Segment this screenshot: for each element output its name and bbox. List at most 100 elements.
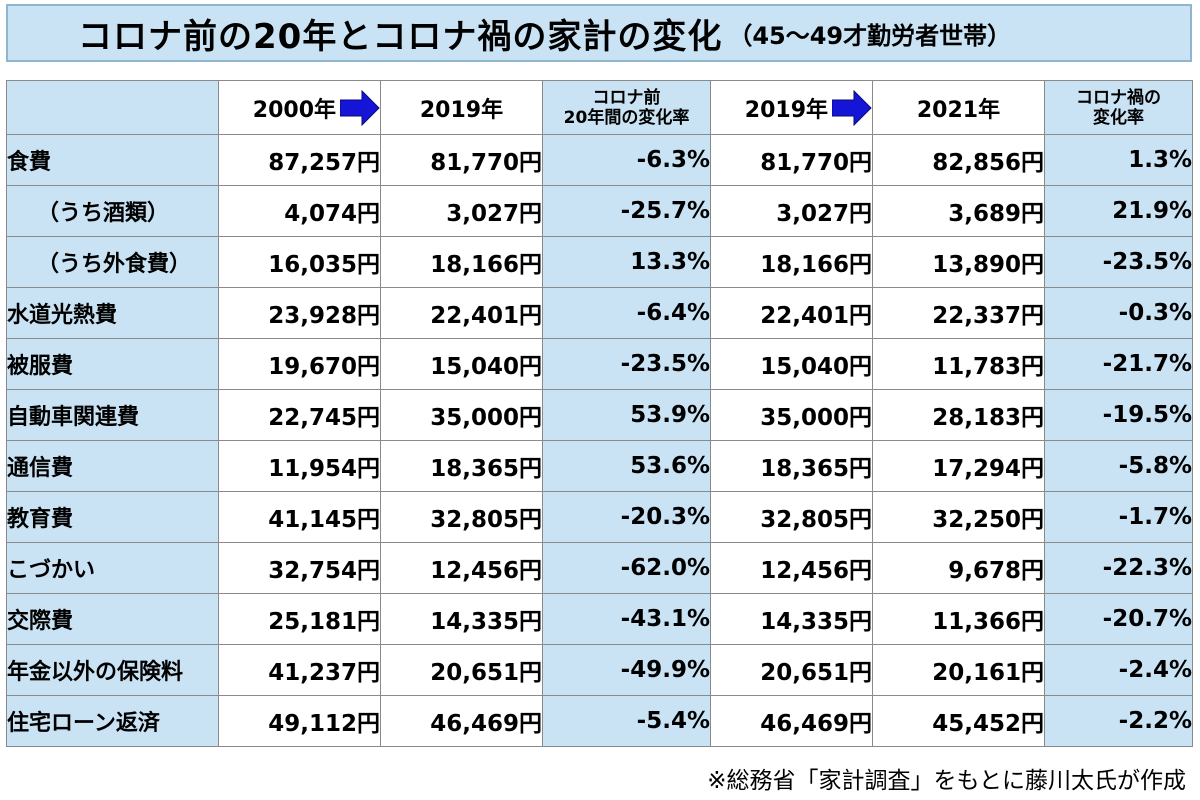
value-2000: 4,074円 [218,185,381,237]
header-rate-covid-line1: コロナ禍の [1076,87,1161,108]
value-2000: 22,745円 [218,389,381,441]
value-2021: 11,783円 [872,338,1045,390]
table-body: 食費 87,257円 81,770円 -6.3% 81,770円 82,856円 1.3% （… [6,134,1193,747]
table-row: 住宅ローン返済 49,112円 46,469円 -5.4% 46,469円 45,452円… [6,695,1193,747]
value-2019b: 18,365円 [710,440,873,492]
rate-covid: 1.3% [1044,134,1193,186]
value-2021: 9,678円 [872,542,1045,594]
rate-covid: -22.3% [1044,542,1193,594]
value-2000: 23,928円 [218,287,381,339]
value-2019b: 14,335円 [710,593,873,645]
value-2019b: 32,805円 [710,491,873,543]
row-label: 年金以外の保険料 [6,644,219,696]
rate-covid: -23.5% [1044,236,1193,288]
value-2019: 35,000円 [380,389,543,441]
header-2021: 2021年 [872,80,1045,135]
rate-precovid: -6.3% [542,134,711,186]
table-row: 教育費 41,145円 32,805円 -20.3% 32,805円 32,250円 -1.… [6,491,1193,543]
value-2019b: 35,000円 [710,389,873,441]
value-2000: 25,181円 [218,593,381,645]
value-2019b: 22,401円 [710,287,873,339]
value-2021: 22,337円 [872,287,1045,339]
table-row: 自動車関連費 22,745円 35,000円 53.9% 35,000円 28,183円 -… [6,389,1193,441]
header-rate-precovid: コロナ前 20年間の変化率 [542,80,711,135]
table-row: 交際費 25,181円 14,335円 -43.1% 14,335円 11,366円 -20… [6,593,1193,645]
rate-precovid: -6.4% [542,287,711,339]
value-2021: 32,250円 [872,491,1045,543]
header-rate-covid-line2: 変化率 [1093,107,1144,128]
rate-covid: -1.7% [1044,491,1193,543]
rate-covid: -0.3% [1044,287,1193,339]
value-2021: 11,366円 [872,593,1045,645]
header-rate-precovid-line1: コロナ前 [592,87,661,108]
value-2021: 3,689円 [872,185,1045,237]
value-2019: 15,040円 [380,338,543,390]
table-row: 水道光熱費 23,928円 22,401円 -6.4% 22,401円 22,337円 -0… [6,287,1193,339]
table-row: 被服費 19,670円 15,040円 -23.5% 15,040円 11,783円 -21… [6,338,1193,390]
value-2019b: 15,040円 [710,338,873,390]
rate-precovid: -5.4% [542,695,711,747]
rate-precovid: -20.3% [542,491,711,543]
value-2021: 28,183円 [872,389,1045,441]
row-label: 自動車関連費 [6,389,219,441]
value-2019b: 81,770円 [710,134,873,186]
rate-covid: -5.8% [1044,440,1193,492]
rate-precovid: -49.9% [542,644,711,696]
value-2021: 82,856円 [872,134,1045,186]
value-2019b: 18,166円 [710,236,873,288]
page-subtitle: （45～49才勤労者世帯） [728,21,1012,50]
rate-precovid: -43.1% [542,593,711,645]
value-2019b: 20,651円 [710,644,873,696]
value-2000: 19,670円 [218,338,381,390]
value-2000: 87,257円 [218,134,381,186]
header-2021-label: 2021年 [916,97,1001,123]
row-label: 食費 [6,134,219,186]
rate-precovid: -62.0% [542,542,711,594]
table-row: 年金以外の保険料 41,237円 20,651円 -49.9% 20,651円 20,16… [6,644,1193,696]
table-row: こづかい 32,754円 12,456円 -62.0% 12,456円 9,678円 -22… [6,542,1193,594]
value-2019: 20,651円 [380,644,543,696]
header-rate-covid: コロナ禍の 変化率 [1044,80,1193,135]
table-row: （うち酒類） 4,074円 3,027円 -25.7% 3,027円 3,689円 21.9… [6,185,1193,237]
rate-precovid: 13.3% [542,236,711,288]
row-label: 住宅ローン返済 [6,695,219,747]
header-rate-precovid-line2: 20年間の変化率 [563,107,690,128]
value-2019: 32,805円 [380,491,543,543]
rate-covid: -19.5% [1044,389,1193,441]
value-2000: 49,112円 [218,695,381,747]
row-label: 交際費 [6,593,219,645]
value-2019: 81,770円 [380,134,543,186]
row-label: 被服費 [6,338,219,390]
rate-precovid: 53.9% [542,389,711,441]
header-2000: 2000年 [218,80,381,135]
value-2019: 14,335円 [380,593,543,645]
table-row: （うち外食費） 16,035円 18,166円 13.3% 18,166円 13,890円… [6,236,1193,288]
rate-covid: 21.9% [1044,185,1193,237]
page-title: コロナ前の20年とコロナ禍の家計の変化 [78,16,723,57]
rate-covid: -20.7% [1044,593,1193,645]
right-arrow-icon [832,89,872,126]
value-2000: 32,754円 [218,542,381,594]
value-2019: 46,469円 [380,695,543,747]
row-label: 通信費 [6,440,219,492]
row-label: 水道光熱費 [6,287,219,339]
value-2019: 18,365円 [380,440,543,492]
table-row: 食費 87,257円 81,770円 -6.3% 81,770円 82,856円 1.3% [6,134,1193,186]
value-2019: 3,027円 [380,185,543,237]
value-2019b: 46,469円 [710,695,873,747]
value-2000: 41,237円 [218,644,381,696]
source-footnote: ※総務省「家計調査」をもとに藤川太氏が作成 [707,768,1186,794]
right-arrow-icon [340,89,380,126]
value-2019: 12,456円 [380,542,543,594]
value-2000: 41,145円 [218,491,381,543]
row-label: こづかい [6,542,219,594]
header-2019a: 2019年 [380,80,543,135]
row-label: （うち酒類） [6,185,219,237]
rate-precovid: 53.6% [542,440,711,492]
value-2019b: 12,456円 [710,542,873,594]
header-row: 2000年 2019年 コロナ前 20年間の変化率 2019年 [6,80,1193,135]
rate-precovid: -23.5% [542,338,711,390]
row-label: 教育費 [6,491,219,543]
value-2000: 16,035円 [218,236,381,288]
title-bar: コロナ前の20年とコロナ禍の家計の変化 （45～49才勤労者世帯） [6,4,1192,62]
